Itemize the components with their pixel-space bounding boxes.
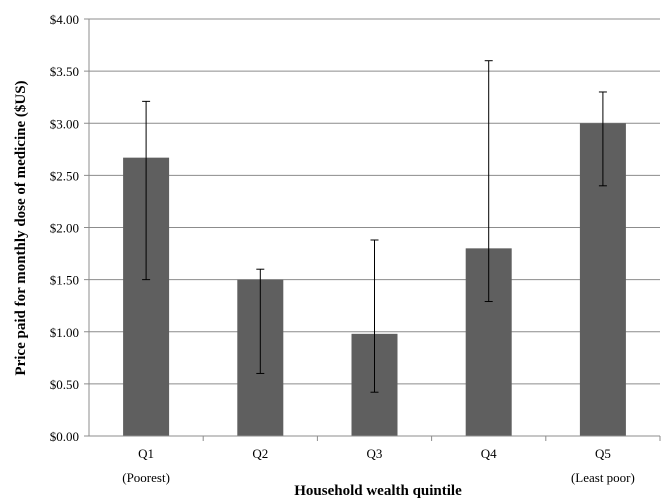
x-tick-sublabel: (Poorest) [122, 470, 170, 485]
y-tick-labels: $0.00 $0.50 $1.00 $1.50 $2.00 $2.50 $3.00 $3.50… [50, 12, 79, 444]
y-tick-label: $1.00 [50, 325, 79, 340]
y-tick-label: $2.00 [50, 221, 79, 236]
y-tick-label: $1.50 [50, 273, 79, 288]
x-tick-label: Q1 [138, 446, 154, 461]
y-tick-label: $0.50 [50, 377, 79, 392]
x-tick-label: Q5 [595, 446, 611, 461]
x-tick-label: Q4 [481, 446, 497, 461]
error-bars [142, 60, 607, 393]
y-tick-label: $0.00 [50, 429, 79, 444]
x-tick-sublabel: (Least poor) [571, 470, 635, 485]
y-axis-title: Price paid for monthly dose of medicine … [13, 80, 29, 375]
x-tick-label: Q2 [252, 446, 268, 461]
x-axis-title: Household wealth quintile [294, 483, 462, 498]
x-tick-labels: Q1 (Poorest) Q2 Q3 Q4 Q5 (Least poor) [122, 446, 635, 485]
axes [84, 18, 661, 441]
y-tick-label: $2.50 [50, 168, 79, 183]
y-tick-label: $4.00 [50, 12, 79, 27]
x-tick-label: Q3 [367, 446, 383, 461]
y-tick-label: $3.50 [50, 64, 79, 79]
y-tick-label: $3.00 [50, 116, 79, 131]
